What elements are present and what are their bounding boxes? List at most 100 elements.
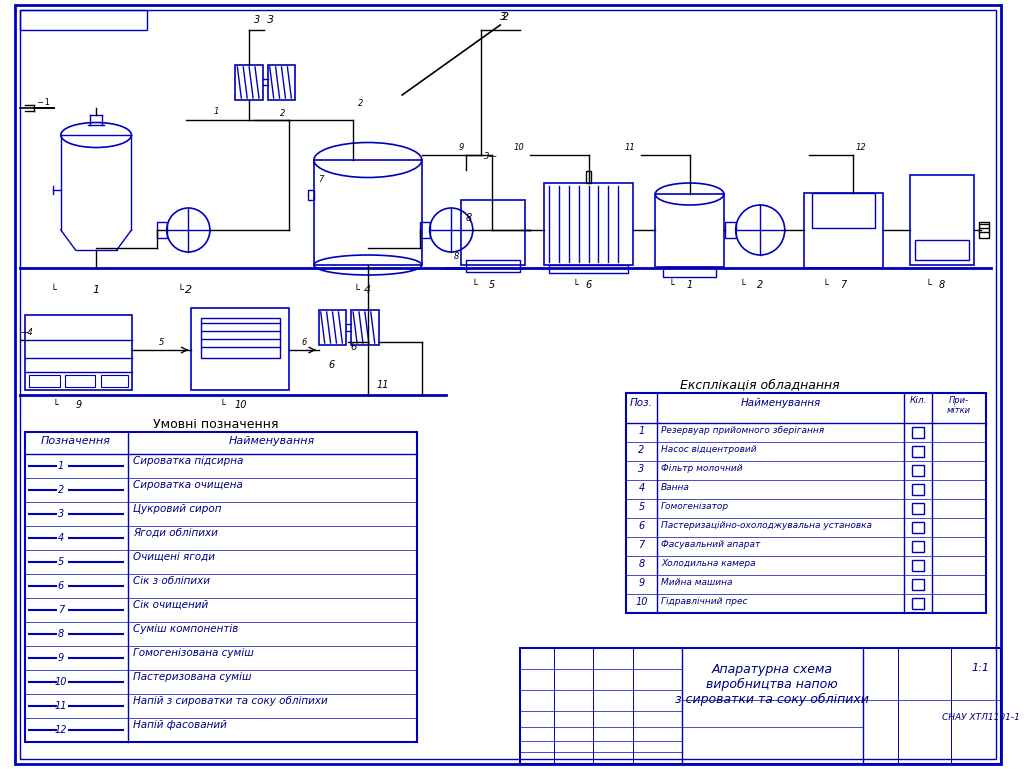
Text: 6: 6 <box>585 280 591 290</box>
Text: 7: 7 <box>57 605 64 615</box>
Text: 3—: 3— <box>484 152 497 161</box>
Bar <box>314 160 422 265</box>
Bar <box>30 375 59 387</box>
Text: 3: 3 <box>639 464 645 474</box>
Text: Напій фасований: Напій фасований <box>133 720 228 730</box>
Text: └: └ <box>177 285 183 295</box>
Text: └: └ <box>50 285 56 295</box>
Bar <box>101 375 128 387</box>
Text: 12: 12 <box>54 725 67 735</box>
Text: Експлікація обладнання: Експлікація обладнання <box>681 378 840 391</box>
Text: 7: 7 <box>840 280 847 290</box>
Text: 8: 8 <box>639 559 645 569</box>
Text: Умовні позначення: Умовні позначення <box>153 418 279 431</box>
Text: 8: 8 <box>57 629 64 639</box>
Text: └: └ <box>472 280 478 290</box>
Text: Поз.: Поз. <box>630 398 653 408</box>
Bar <box>25 432 417 742</box>
Text: └: └ <box>354 285 359 295</box>
Text: 10: 10 <box>234 400 247 410</box>
Text: 6: 6 <box>639 521 645 531</box>
Bar <box>725 222 736 238</box>
Bar <box>979 222 989 238</box>
Text: 9: 9 <box>76 400 82 410</box>
Text: 5: 5 <box>489 280 495 290</box>
Text: 1: 1 <box>687 280 693 290</box>
Bar <box>236 65 262 100</box>
Bar <box>910 175 974 265</box>
Text: Сік з обліпихи: Сік з обліпихи <box>133 576 210 586</box>
Text: 9: 9 <box>458 144 464 152</box>
Text: Резервуар прийомного зберігання: Резервуар прийомного зберігання <box>661 426 824 435</box>
Bar <box>915 240 970 260</box>
Text: └: └ <box>740 280 745 290</box>
Bar <box>352 310 378 345</box>
Text: 1: 1 <box>92 285 99 295</box>
Bar <box>805 193 883 268</box>
Text: 10: 10 <box>515 144 525 152</box>
Bar <box>912 541 924 552</box>
Bar <box>912 484 924 495</box>
Text: Ванна: Ванна <box>661 483 690 492</box>
Bar <box>912 427 924 438</box>
Text: Найменування: Найменування <box>229 436 315 446</box>
Text: 10: 10 <box>54 677 67 687</box>
Text: Гідравлічний прес: Гідравлічний прес <box>661 597 747 606</box>
Text: Суміш компонентів: Суміш компонентів <box>133 624 239 634</box>
Bar <box>912 465 924 476</box>
Text: Фасувальний апарат: Фасувальний апарат <box>661 540 761 549</box>
Text: 7: 7 <box>639 540 645 550</box>
Text: 1: 1 <box>57 461 64 471</box>
Bar <box>912 522 924 533</box>
Text: 2: 2 <box>280 109 285 118</box>
Bar <box>157 222 167 238</box>
Bar <box>420 222 429 238</box>
Bar <box>585 171 591 183</box>
Text: Насос відцентровий: Насос відцентровий <box>661 445 756 454</box>
Text: Пастеризаційно-охолоджувальна установка: Пастеризаційно-охолоджувальна установка <box>661 521 872 530</box>
Text: 11: 11 <box>54 701 67 711</box>
Bar <box>308 190 314 200</box>
Bar <box>549 265 627 273</box>
Bar <box>626 393 986 613</box>
Bar <box>663 267 716 277</box>
Text: Гомогенізована суміш: Гомогенізована суміш <box>133 648 254 658</box>
Text: Ягоди обліпихи: Ягоди обліпихи <box>133 528 218 538</box>
Text: Апаратурна схема
виробництва напою
з сироватки та соку обліпихи: Апаратурна схема виробництва напою з сир… <box>675 663 869 706</box>
Bar <box>812 193 875 228</box>
Bar <box>655 194 724 267</box>
Bar <box>19 10 148 30</box>
Bar <box>544 183 632 265</box>
Text: 3: 3 <box>268 15 275 25</box>
Text: 6: 6 <box>351 342 357 352</box>
Text: └: └ <box>219 400 226 410</box>
Text: 11: 11 <box>625 144 636 152</box>
Bar <box>192 308 289 390</box>
Text: 10: 10 <box>636 597 648 607</box>
Bar <box>912 579 924 590</box>
Text: Мийна машина: Мийна машина <box>661 578 733 587</box>
Text: └: └ <box>53 400 58 410</box>
Text: 9: 9 <box>57 653 64 663</box>
Bar <box>65 375 95 387</box>
Text: 4: 4 <box>639 483 645 493</box>
Text: └: └ <box>573 280 579 290</box>
Text: 9: 9 <box>639 578 645 588</box>
Text: Пастеризована суміш: Пастеризована суміш <box>133 672 252 682</box>
Bar <box>520 648 1000 764</box>
Text: Гомогенізатор: Гомогенізатор <box>661 502 729 511</box>
Text: 6: 6 <box>57 581 64 591</box>
Text: 12: 12 <box>855 144 866 152</box>
Text: 8: 8 <box>466 213 473 223</box>
Text: 2: 2 <box>184 285 192 295</box>
Bar <box>912 446 924 457</box>
Text: 2: 2 <box>57 485 64 495</box>
Text: 3: 3 <box>254 15 260 25</box>
Text: 7: 7 <box>318 175 323 185</box>
Text: └: └ <box>669 280 674 290</box>
Text: 6: 6 <box>301 338 306 347</box>
Text: 2: 2 <box>501 12 508 22</box>
Text: 11: 11 <box>376 380 388 390</box>
Text: 1:1: 1:1 <box>972 663 990 673</box>
Text: 6: 6 <box>328 360 335 370</box>
